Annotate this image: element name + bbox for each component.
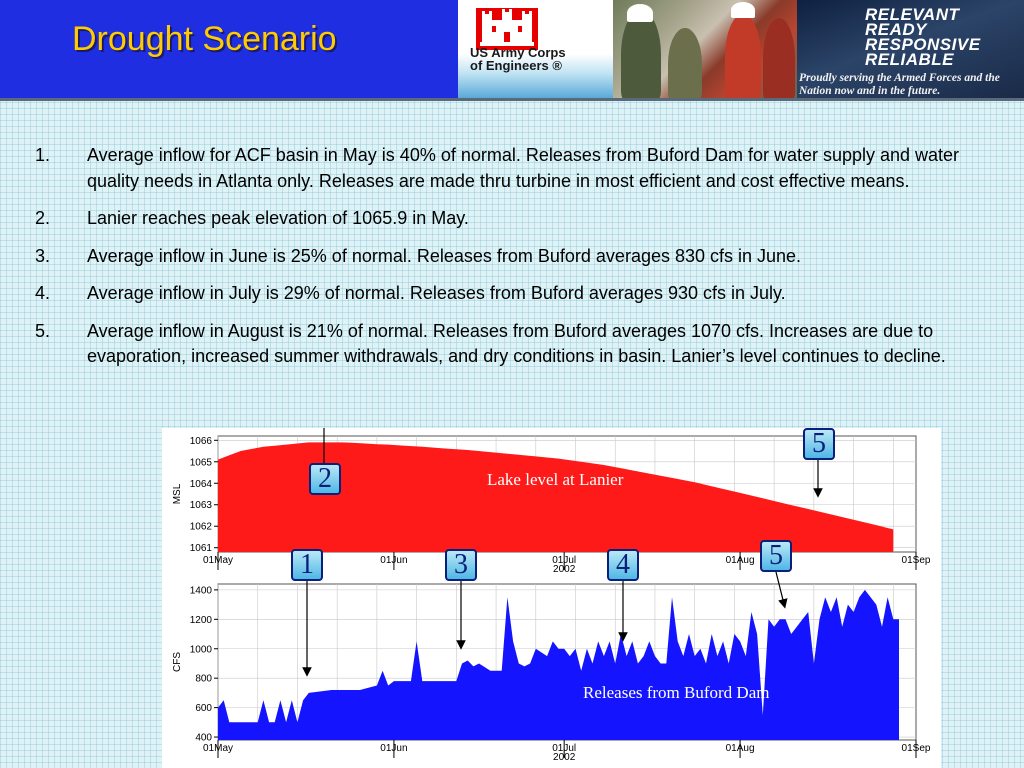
x-tick-label: 01May — [203, 743, 233, 754]
note-number: 2. — [35, 208, 51, 228]
callout-2: 2 — [309, 463, 341, 495]
usace-wordmark: US Army Corps of Engineers ® — [470, 46, 566, 72]
lake-level-area — [218, 442, 894, 552]
x-tick-label: 01Sep — [902, 555, 931, 566]
releases-label: Releases from Buford Dam — [583, 683, 769, 702]
y-tick-label: 1063 — [190, 500, 213, 511]
note-item: 4. Average inflow in July is 29% of norma… — [30, 281, 1015, 307]
photo-figure — [627, 4, 653, 22]
x-tick-label: 01Aug — [726, 555, 755, 566]
note-text: Average inflow in June is 25% of normal.… — [87, 245, 802, 266]
release-area — [218, 589, 899, 740]
y-tick-label: 1000 — [190, 644, 213, 655]
slogan-line: READY — [865, 20, 928, 39]
y-tick-label: 400 — [195, 733, 212, 744]
usace-wordmark-line2: of Engineers ® — [470, 58, 562, 73]
hydrograph-charts: 1061 1062 1063 1064 1065 1066 MSL 01May 01Jun 01J… — [172, 428, 931, 763]
x-tick-label: 01Jul — [552, 555, 576, 566]
slide-title: Drought Scenario — [72, 20, 337, 58]
x-tick-label: 01Sep — [902, 743, 931, 754]
slogan-subtitle: Proudly serving the Armed Forces and the… — [799, 72, 1000, 97]
slogan-line: RESPONSIVE — [865, 35, 981, 54]
x-year-label: 2002 — [553, 564, 576, 575]
note-number: 3. — [35, 245, 51, 266]
photo-figure — [731, 2, 755, 18]
note-item: 1. Average inflow for ACF basin in May is… — [30, 143, 1015, 194]
y-tick-label: 1062 — [190, 522, 213, 533]
photo-figure — [725, 14, 761, 98]
x-tick-label: 01May — [203, 555, 233, 566]
photo-figure — [668, 28, 702, 98]
y-tick-label: 1065 — [190, 457, 213, 468]
note-number: 1. — [35, 145, 51, 165]
x-year-label: 2002 — [553, 752, 576, 763]
usace-wordmark-line1: US Army Corps — [470, 45, 566, 60]
y-tick-label: 600 — [195, 703, 212, 714]
scenario-notes: 1. Average inflow for ACF basin in May is… — [30, 143, 1015, 382]
note-item: 5. Average inflow in August is 21% of nor… — [30, 319, 1015, 370]
x-tick-label: 01Jun — [380, 555, 407, 566]
note-number: 4. — [35, 283, 51, 303]
x-tick-label: 01Jun — [380, 743, 407, 754]
lake-level-label: Lake level at Lanier — [487, 470, 624, 489]
note-item: 3. Average inflow in June is 25% of norma… — [30, 244, 1015, 270]
note-text: Average inflow in July is 29% of normal.… — [87, 283, 786, 303]
note-item: 2. Lanier reaches peak elevation of 1065.… — [30, 206, 1015, 232]
y-tick-label: 800 — [195, 674, 212, 685]
y-tick-label: 1200 — [190, 615, 213, 626]
callout-4: 4 — [607, 549, 639, 581]
callout-5-top: 5 — [803, 428, 835, 460]
callout-1: 1 — [291, 549, 323, 581]
y-tick-label: 1064 — [190, 479, 213, 490]
y-axis-label: CFS — [172, 652, 183, 672]
header-photo — [613, 0, 797, 98]
callout-5-bottom-arrow — [775, 571, 788, 609]
note-text: Average inflow in August is 21% of norma… — [87, 320, 946, 367]
x-tick-label: 01Aug — [726, 743, 755, 754]
slogan-panel: RELEVANT READY RESPONSIVE RELIABLE — [797, 0, 1024, 98]
callout-5-bottom: 5 — [760, 540, 792, 572]
photo-figure — [621, 10, 661, 98]
note-text: Lanier reaches peak elevation of 1065.9 … — [87, 208, 469, 228]
castle-logo-icon — [476, 8, 538, 50]
y-axis-label: MSL — [172, 483, 183, 504]
note-number: 5. — [35, 320, 51, 341]
slogan-line: RELEVANT — [865, 5, 960, 24]
y-tick-label: 1061 — [190, 543, 213, 554]
y-tick-label: 1400 — [190, 585, 213, 596]
slogan-line: RELIABLE — [865, 50, 954, 69]
x-tick-label: 01Jul — [552, 743, 576, 754]
photo-figure — [763, 18, 795, 98]
note-text: Average inflow for ACF basin in May is 4… — [87, 145, 960, 191]
callout-3: 3 — [445, 549, 477, 581]
y-tick-label: 1066 — [190, 436, 213, 447]
